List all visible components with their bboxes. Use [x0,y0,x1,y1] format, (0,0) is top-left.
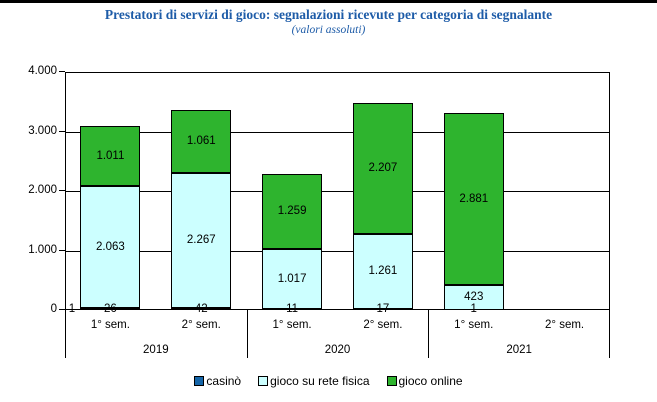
chart-subtitle: (valori assoluti) [291,24,366,36]
plot-area [65,72,610,310]
year-separator [428,310,430,358]
bar-label-gioco-su-rete-fisica-3: 1.261 [368,265,398,278]
bar-label-casinò-3: 17 [376,303,390,315]
x-axis-sem-label-0: 1° sem. [90,319,130,331]
y-axis-tick-label: 1.000 [28,243,57,256]
y-axis-tick [59,71,65,72]
x-axis-year-label-2021: 2021 [506,344,532,356]
bar-segment-gioco-online-1 [171,109,232,173]
bar-label-gioco-su-rete-fisica-2: 1.017 [277,273,307,286]
legend-item-casinò: casinò [194,374,241,388]
y-axis-tick-label: 2.000 [28,184,57,196]
bar-segment-gioco-online-4 [443,113,504,285]
year-separator [246,310,248,358]
x-axis-sem-label-3: 2° sem. [363,319,403,331]
gridline-2000 [66,191,609,192]
bar-label-gioco-online-0: 1.011 [96,149,125,162]
bar-segment-gioco-su-rete-fisica-2 [262,248,323,310]
gridline-1000 [66,250,609,252]
y-axis-tick-label: 3.000 [28,124,57,137]
legend: casinò gioco su rete fisica gioco online [0,374,657,388]
x-axis-sem-label-2: 1° sem. [272,319,312,331]
bar-segment-gioco-su-rete-fisica-4 [443,284,504,310]
bar-segment-casinò-0 [80,308,141,310]
bar-label-gioco-su-rete-fisica-1: 2.267 [186,234,216,247]
legend-swatch-gioco-su-rete-fisica [258,376,269,386]
bar-segment-gioco-online-2 [262,173,323,249]
bar-label-gioco-online-2: 1.259 [277,205,307,218]
legend-label: casinò [206,374,242,388]
gridline-3000 [66,131,609,133]
legend-label: gioco su rete fisica [270,374,370,388]
chart-title: Prestatori di servizi di gioco: segnalaz… [104,7,553,22]
bar-segment-gioco-su-rete-fisica-0 [80,185,141,309]
legend-label: gioco online [398,374,463,388]
y-axis-tick-label: 0 [50,303,57,315]
bar-segment-casinò-1 [171,307,232,310]
bar-label-gioco-su-rete-fisica-0: 2.063 [96,241,125,254]
x-axis-year-label-2019: 2019 [143,344,169,356]
y-axis-tick [59,190,65,191]
y-axis-tick-label: 4.000 [28,65,57,77]
top-rule [0,0,657,3]
legend-item-gioco-online: gioco online [386,374,463,388]
year-separator [609,310,610,358]
bar-segment-gioco-online-3 [352,102,413,234]
bar-label-casinò-2: 11 [286,303,299,315]
y-axis-tick [59,249,65,251]
bar-segment-gioco-online-0 [80,125,141,186]
x-axis-sem-label-4: 1° sem. [454,319,494,331]
legend-swatch-gioco-online [386,376,397,386]
bar-label-gioco-online-3: 2.207 [368,162,398,175]
bar-label-casinò-1: 42 [194,303,208,315]
bar-segment-gioco-su-rete-fisica-1 [171,172,232,308]
legend-swatch-casinò [194,376,205,386]
bar-label-gioco-online-1: 1.061 [186,135,216,148]
bar-label-casinò-4: 1 [470,303,477,315]
year-separator [65,310,66,358]
axis-artifact-label: 1 [68,303,76,315]
y-axis-tick [59,130,65,132]
x-axis-sem-label-1: 2° sem. [181,319,221,331]
y-axis-tick [59,309,65,310]
bar-label-gioco-online-4: 2.881 [459,193,489,206]
x-axis-year-label-2020: 2020 [324,344,351,356]
bar-label-gioco-su-rete-fisica-4: 423 [464,291,484,304]
bar-segment-gioco-su-rete-fisica-3 [352,233,413,309]
bar-label-casinò-0: 26 [104,303,117,315]
legend-item-gioco-su-rete-fisica: gioco su rete fisica [258,374,370,388]
x-axis-sem-label-5: 2° sem. [545,319,585,331]
